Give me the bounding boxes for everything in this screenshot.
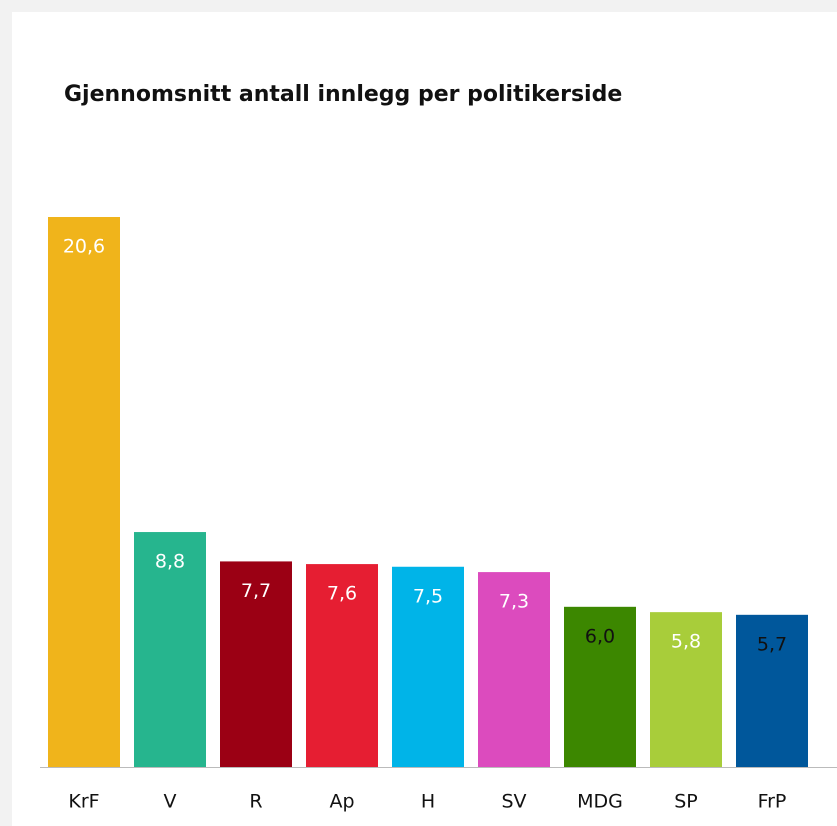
x-tick-label: MDG bbox=[577, 791, 623, 813]
value-label: 7,3 bbox=[499, 591, 529, 613]
bar bbox=[564, 606, 636, 767]
value-label: 5,8 bbox=[671, 631, 701, 653]
x-tick-label: KrF bbox=[68, 791, 99, 813]
bar bbox=[736, 614, 808, 767]
bar bbox=[478, 572, 550, 767]
x-tick-label: R bbox=[249, 791, 262, 813]
bar bbox=[48, 217, 120, 767]
bar bbox=[650, 612, 722, 767]
value-label: 5,7 bbox=[757, 633, 787, 655]
x-tick-label: Ap bbox=[329, 791, 354, 813]
value-label: 7,7 bbox=[241, 580, 271, 602]
x-tick-label: FrP bbox=[758, 791, 787, 813]
chart-title: Gjennomsnitt antall innlegg per politike… bbox=[64, 82, 622, 107]
x-tick-label: H bbox=[421, 791, 435, 813]
value-label: 7,5 bbox=[413, 585, 443, 607]
value-label: 20,6 bbox=[63, 236, 105, 258]
bar bbox=[306, 564, 378, 767]
x-tick-label: SP bbox=[674, 791, 698, 813]
bar bbox=[220, 561, 292, 767]
value-label: 8,8 bbox=[155, 551, 185, 573]
x-tick-label: V bbox=[164, 791, 177, 813]
x-tick-label: SV bbox=[501, 791, 526, 813]
value-label: 6,0 bbox=[585, 625, 615, 647]
bar bbox=[134, 532, 206, 767]
value-label: 7,6 bbox=[327, 583, 357, 605]
bar bbox=[392, 566, 464, 767]
